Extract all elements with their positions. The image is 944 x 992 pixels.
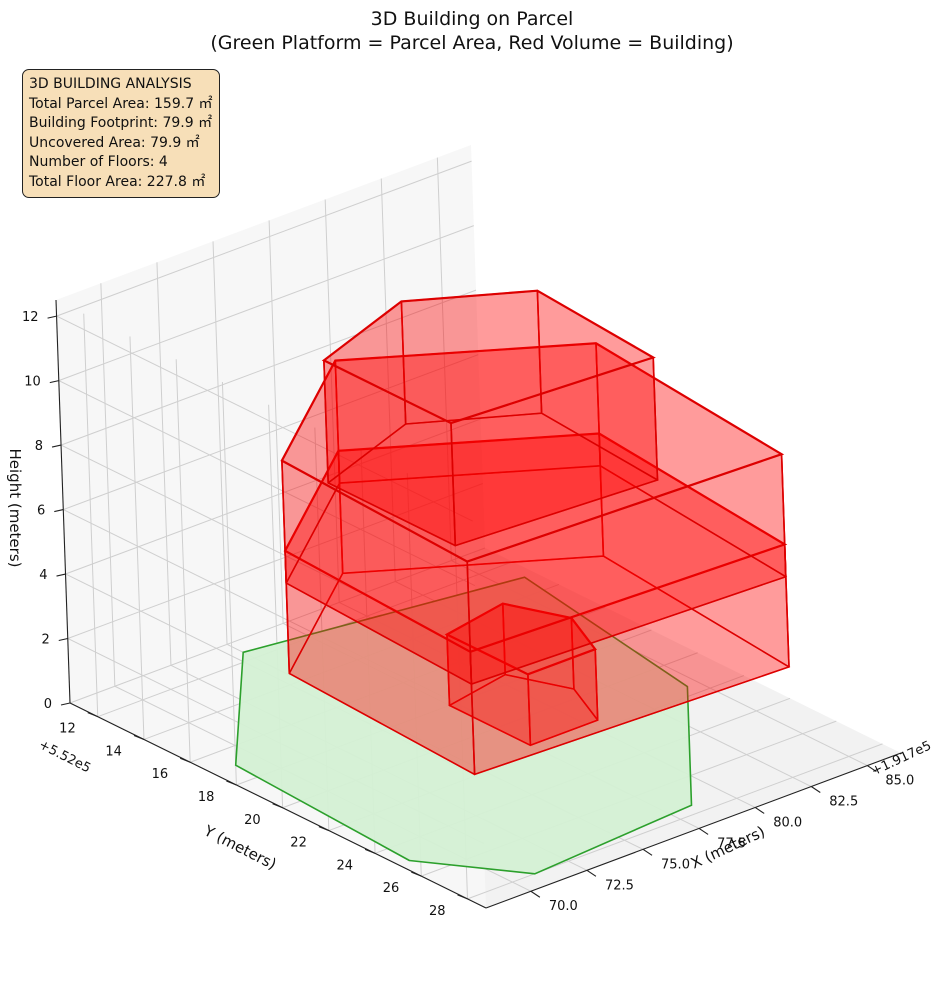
y-tick-mark [87,712,98,718]
floor-top-face [283,432,788,653]
y-tick-label: 14 [105,744,122,759]
z-tick-mark [58,637,68,642]
z-tick-label: 2 [41,633,49,648]
z-tick-mark [60,702,71,706]
z-tick-label: 10 [24,375,41,390]
floor-top-face [321,289,656,425]
gridline-x-wall [212,241,228,645]
x-tick-label: 72.5 [605,878,634,893]
floor-top-face [280,342,785,563]
x-tick-label: 77.5 [717,836,746,851]
chart-title-line-1: 3D Building on Parcel [371,8,574,30]
y-tick-mark [318,826,330,832]
gridline-x-wall [100,283,116,687]
floor-3 [280,342,788,685]
y-tick-mark [179,757,191,763]
analysis-uncovered-area: Uncovered Area: 79.9 ㎡ [29,134,200,151]
z-tick-label: 6 [37,504,45,519]
gridline-x-wall [324,199,340,603]
x-tick-label: 80.0 [773,815,802,830]
y-tick-label: 22 [290,836,307,851]
gridline-y-wall [129,336,145,740]
x-tick-mark [754,807,765,814]
y-tick-mark [226,780,237,786]
y-tick-label: 18 [198,790,215,805]
x-tick-label: 82.5 [829,795,858,810]
z-tick-mark [56,573,66,577]
chart-title-line-2: (Green Platform = Parcel Area, Red Volum… [210,32,733,54]
analysis-number-of-floors: Number of Floors: 4 [29,154,168,170]
analysis-total-parcel-area: Total Parcel Area: 159.7 ㎡ [29,95,213,112]
x-axis-line [485,752,902,909]
parcel-platform [234,576,693,875]
gridline-y-wall [175,359,191,763]
x-tick-mark [642,848,653,856]
z-tick-mark [49,380,59,384]
gridline-y-wall [83,313,99,717]
y-tick-label: 16 [152,767,169,782]
z-tick-mark [54,509,64,513]
y-tick-mark [457,894,468,900]
z-axis-label: Height (meters) [6,449,24,568]
y-tick-label: 28 [429,904,446,919]
y-tick-mark [272,803,283,809]
x-tick-mark [698,827,709,835]
y-tick-mark [133,734,145,740]
y-offset-label: +5.52e5 [36,737,93,776]
z-tick-label: 12 [22,310,39,325]
y-tick-label: 26 [383,881,400,896]
analysis-building-footprint: Building Footprint: 79.9 ㎡ [29,115,213,131]
y-tick-mark [411,871,422,877]
z-tick-label: 4 [39,568,47,583]
y-tick-mark [364,848,376,854]
building-analysis-box: 3D BUILDING ANALYSIS Total Parcel Area: … [22,69,220,198]
chart-marks [234,289,791,875]
x-tick-label: 70.0 [549,899,578,914]
z-tick-mark [47,315,57,319]
gridline-x-wall [436,157,452,561]
z-tick-label: 0 [44,697,52,712]
analysis-heading: 3D BUILDING ANALYSIS [29,76,192,92]
x-axis-label: X (meters) [688,822,768,872]
analysis-total-floor-area: Total Floor Area: 227.8 ㎡ [29,173,206,190]
x-tick-label: 85.0 [885,774,914,789]
axes-lines [47,299,902,909]
y-axis-label: Y (meters) [200,821,279,873]
gridline-x-wall [156,262,172,666]
x-tick-mark [867,765,877,773]
x-tick-mark [810,786,821,793]
y-tick-label: 24 [337,858,354,873]
floor-2 [283,432,791,776]
x-tick-mark [530,890,541,898]
y-tick-label: 12 [59,722,76,737]
z-tick-mark [51,444,62,448]
gridline-x-wall [268,220,284,624]
x-tick-label: 75.0 [661,857,690,872]
y-tick-label: 20 [244,813,261,828]
z-axis-line [55,299,71,704]
z-tick-label: 8 [35,439,43,454]
floor-4 [321,289,659,547]
x-tick-mark [586,869,597,877]
